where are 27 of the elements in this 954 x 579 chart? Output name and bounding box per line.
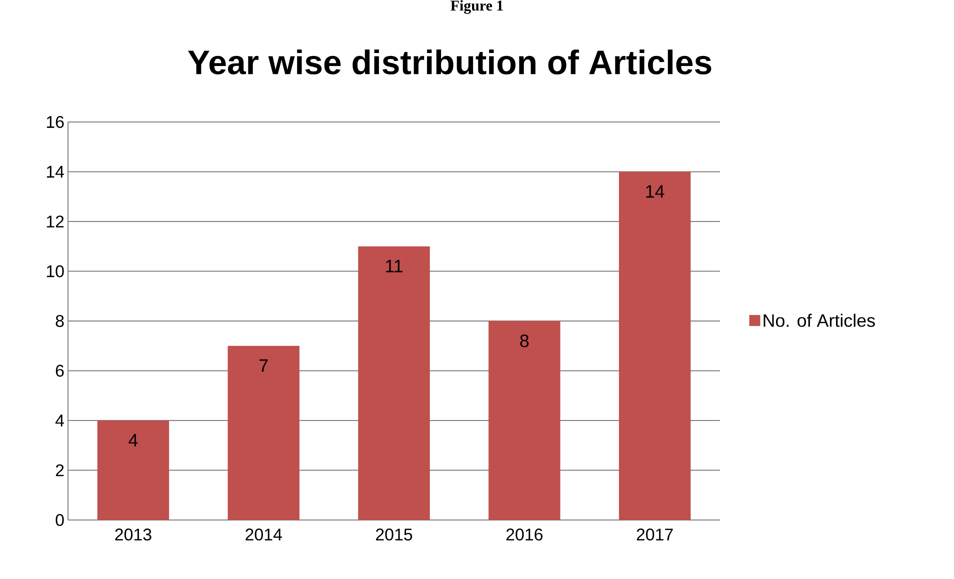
y-tick-label: 14 (46, 166, 64, 178)
x-tick-label: 2017 (636, 528, 673, 541)
y-tick-label: 12 (46, 216, 64, 228)
y-tick-label: 0 (56, 514, 64, 526)
y-tick-label: 4 (55, 414, 64, 426)
y-tick-label: 16 (46, 116, 64, 128)
data-label: 14 (646, 185, 664, 198)
y-tick-label: 2 (56, 464, 64, 476)
y-tick-label: 6 (56, 364, 64, 377)
legend-label: No. of Articles (764, 314, 875, 327)
y-tick-label: 10 (46, 265, 64, 278)
x-tick-label: 2015 (376, 528, 412, 541)
y-tick-label: 8 (56, 315, 64, 327)
bar (358, 246, 430, 520)
chart-title: Year wise distribution of Articles (188, 50, 712, 74)
x-tick-label: 2013 (115, 528, 152, 541)
bar (97, 420, 170, 520)
bar (618, 172, 691, 520)
bar (488, 320, 560, 520)
data-label: 11 (386, 260, 402, 272)
bar (228, 346, 300, 520)
data-label: 7 (260, 359, 268, 372)
caption: Figure 1 (450, 0, 503, 14)
x-tick-label: 2014 (246, 528, 282, 541)
data-label: 4 (128, 434, 138, 446)
x-tick-label: 2016 (506, 528, 542, 541)
data-label: 8 (520, 334, 529, 348)
